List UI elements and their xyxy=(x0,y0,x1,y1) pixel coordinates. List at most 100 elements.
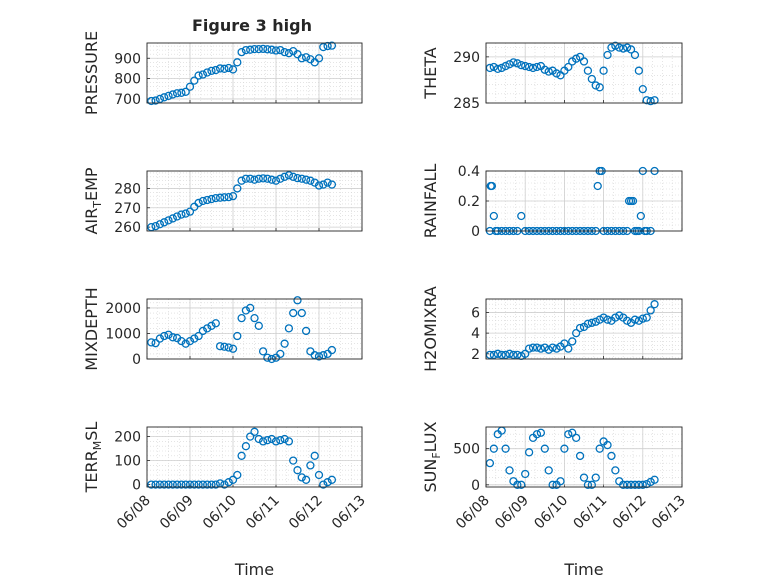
data-point xyxy=(310,451,319,460)
data-point xyxy=(634,480,644,489)
data-point xyxy=(203,68,212,77)
data-point xyxy=(489,211,498,221)
data-point xyxy=(211,65,220,75)
data-point xyxy=(267,45,276,54)
data-point xyxy=(646,306,655,315)
data-point xyxy=(220,342,229,351)
x-tick-label: 06/10 xyxy=(200,493,240,533)
y-tick-label: 0 xyxy=(471,224,480,240)
data-point xyxy=(194,480,203,489)
data-point xyxy=(284,437,294,446)
data-point xyxy=(564,62,573,72)
y-tick-label: 900 xyxy=(114,51,141,67)
data-point xyxy=(532,430,542,439)
data-point xyxy=(203,195,212,205)
data-point xyxy=(513,59,522,68)
data-point xyxy=(595,83,604,92)
data-point xyxy=(487,181,497,191)
data-point xyxy=(185,336,195,346)
data-point xyxy=(314,181,324,190)
data-point xyxy=(224,63,233,73)
data-point xyxy=(160,331,169,341)
data-point xyxy=(646,97,655,106)
data-point xyxy=(190,480,199,489)
data-point xyxy=(552,69,561,78)
data-point xyxy=(314,352,324,361)
data-point xyxy=(319,180,328,189)
data-point xyxy=(258,44,268,54)
data-point xyxy=(638,480,647,489)
y-tick-label: 500 xyxy=(453,442,480,458)
y-tick-label: 0.4 xyxy=(458,164,480,180)
data-point xyxy=(271,437,281,446)
data-point xyxy=(301,475,311,484)
data-point xyxy=(258,437,268,446)
data-point xyxy=(207,194,216,204)
data-point xyxy=(564,344,573,353)
data-point xyxy=(220,480,229,489)
data-point xyxy=(297,174,306,183)
data-point xyxy=(603,440,612,450)
y-tick-label: 270 xyxy=(114,201,141,217)
data-point xyxy=(263,174,272,183)
y-tick-label: 6 xyxy=(471,305,480,321)
data-point xyxy=(619,44,628,53)
axes-box xyxy=(485,42,683,104)
data-point xyxy=(254,44,263,54)
data-point xyxy=(297,473,306,482)
data-point xyxy=(323,178,332,187)
data-point xyxy=(280,434,289,444)
data-point xyxy=(513,350,522,360)
data-point xyxy=(636,211,645,221)
data-point xyxy=(177,480,186,489)
data-point xyxy=(650,300,659,309)
data-point xyxy=(224,192,233,202)
data-point xyxy=(181,339,190,348)
data-point xyxy=(276,45,285,55)
data-point xyxy=(207,480,216,489)
data-point xyxy=(228,344,238,353)
data-point xyxy=(151,222,160,231)
data-point xyxy=(168,90,177,99)
data-point xyxy=(250,313,259,323)
data-point xyxy=(246,174,255,183)
data-point xyxy=(615,43,624,52)
data-point xyxy=(587,74,596,84)
data-point xyxy=(536,344,546,353)
data-point xyxy=(568,428,577,437)
axes-box xyxy=(485,298,683,360)
data-point xyxy=(237,313,246,323)
data-point xyxy=(293,466,302,475)
data-point xyxy=(611,313,620,322)
y-tick-label: 2000 xyxy=(105,301,141,317)
data-point xyxy=(271,176,281,185)
y-axis-label: AIRTEMP xyxy=(82,167,104,234)
data-point xyxy=(314,54,324,63)
data-point xyxy=(638,85,647,94)
data-point xyxy=(583,319,593,328)
data-point xyxy=(284,171,294,180)
data-point xyxy=(168,214,177,223)
y-tick-label: 260 xyxy=(114,220,141,236)
data-point xyxy=(544,466,553,475)
data-point xyxy=(505,466,514,475)
data-point xyxy=(509,350,518,360)
data-point xyxy=(147,480,156,489)
data-point xyxy=(168,480,177,489)
data-point xyxy=(280,172,289,181)
data-point xyxy=(579,473,589,482)
data-point xyxy=(524,448,534,457)
data-point xyxy=(263,353,272,362)
axes-box xyxy=(146,426,363,488)
data-point xyxy=(540,444,549,453)
data-point xyxy=(524,344,534,353)
data-point xyxy=(513,480,522,489)
data-point xyxy=(237,451,246,460)
data-point xyxy=(215,64,225,73)
data-point xyxy=(517,211,526,221)
subplot-sun-flux: 0 500 SUNFLUX 06/08 06/09 06/10 06/11 06/12 06/1… xyxy=(421,421,689,579)
x-axis-label: Time xyxy=(234,560,274,579)
